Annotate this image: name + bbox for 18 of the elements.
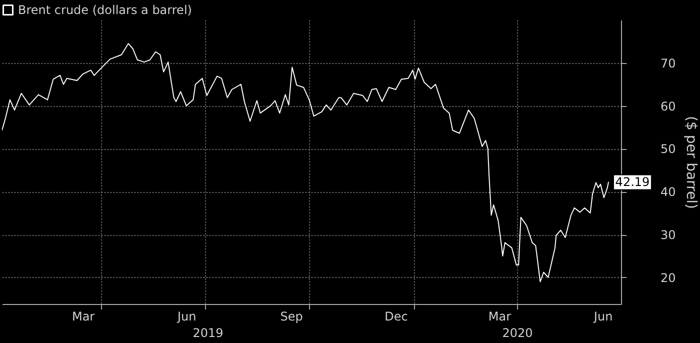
- y-tick-label: 50: [660, 142, 676, 156]
- y-tick-label: 30: [660, 228, 676, 242]
- text: 2019: [192, 326, 224, 340]
- x-tick-label: Jun: [592, 310, 613, 324]
- data-label: 42.19: [615, 175, 650, 190]
- y-axis-title: ($ per barrel): [682, 116, 699, 209]
- line-series: [2, 43, 609, 282]
- y-tick-label: 40: [660, 185, 676, 200]
- x-tick-label: Mar: [72, 310, 95, 324]
- x-tick-label: Sep: [280, 310, 303, 324]
- x-tick-label: Mar: [488, 310, 512, 324]
- text: 2020: [502, 326, 533, 340]
- y-tick-label: 20: [660, 270, 676, 285]
- y-tick-label: 60: [660, 99, 676, 114]
- legend-label: Brent crude (dollars a barrel): [18, 3, 192, 17]
- x-tick-label: Jun: [176, 310, 196, 324]
- x-tick-label: Dec: [384, 310, 408, 324]
- y-tick-label: 70: [660, 56, 676, 70]
